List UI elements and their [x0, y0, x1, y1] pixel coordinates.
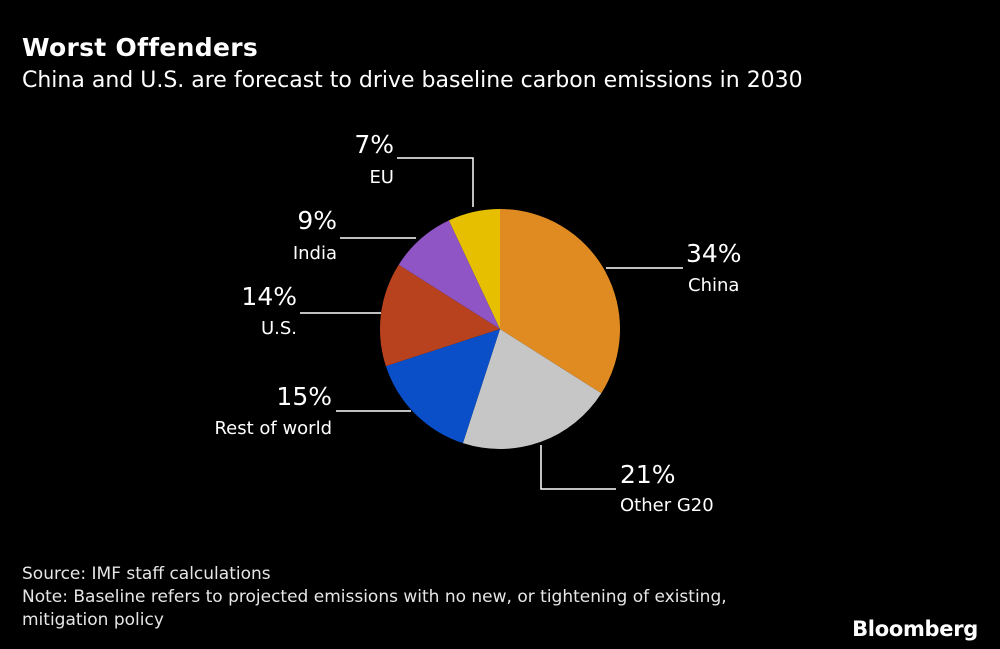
- pie-slice-u-s-: [380, 264, 500, 367]
- data-label-eu: 7%: [354, 130, 394, 159]
- pie-slice-eu: [448, 209, 500, 329]
- data-label-u-s-: 14%: [241, 282, 297, 311]
- pie-slice-india: [398, 220, 500, 329]
- pie-slice-china: [500, 209, 621, 394]
- category-label-other-g20: Other G20: [620, 495, 714, 516]
- pie-slice-rest-of-world: [385, 329, 500, 444]
- footnote: Note: Baseline refers to projected emiss…: [22, 587, 727, 630]
- category-label-rest-of-world: Rest of world: [214, 418, 332, 439]
- leader-line-eu: [397, 157, 474, 207]
- data-label-china: 34%: [686, 239, 742, 268]
- category-label-u-s-: U.S.: [261, 318, 297, 339]
- data-label-india: 9%: [297, 206, 337, 235]
- data-label-rest-of-world: 15%: [276, 382, 332, 411]
- data-label-other-g20: 21%: [620, 460, 676, 489]
- category-label-india: India: [293, 243, 337, 264]
- pie-slice-other-g20: [462, 329, 602, 449]
- chart-title: Worst Offenders: [22, 33, 259, 62]
- category-label-china: China: [688, 275, 739, 296]
- bloomberg-logo: Bloomberg: [852, 617, 978, 641]
- category-label-eu: EU: [369, 167, 394, 188]
- source-note: Source: IMF staff calculations: [22, 564, 271, 584]
- leader-line-other-g20: [540, 445, 616, 490]
- chart-subtitle: China and U.S. are forecast to drive bas…: [22, 68, 803, 93]
